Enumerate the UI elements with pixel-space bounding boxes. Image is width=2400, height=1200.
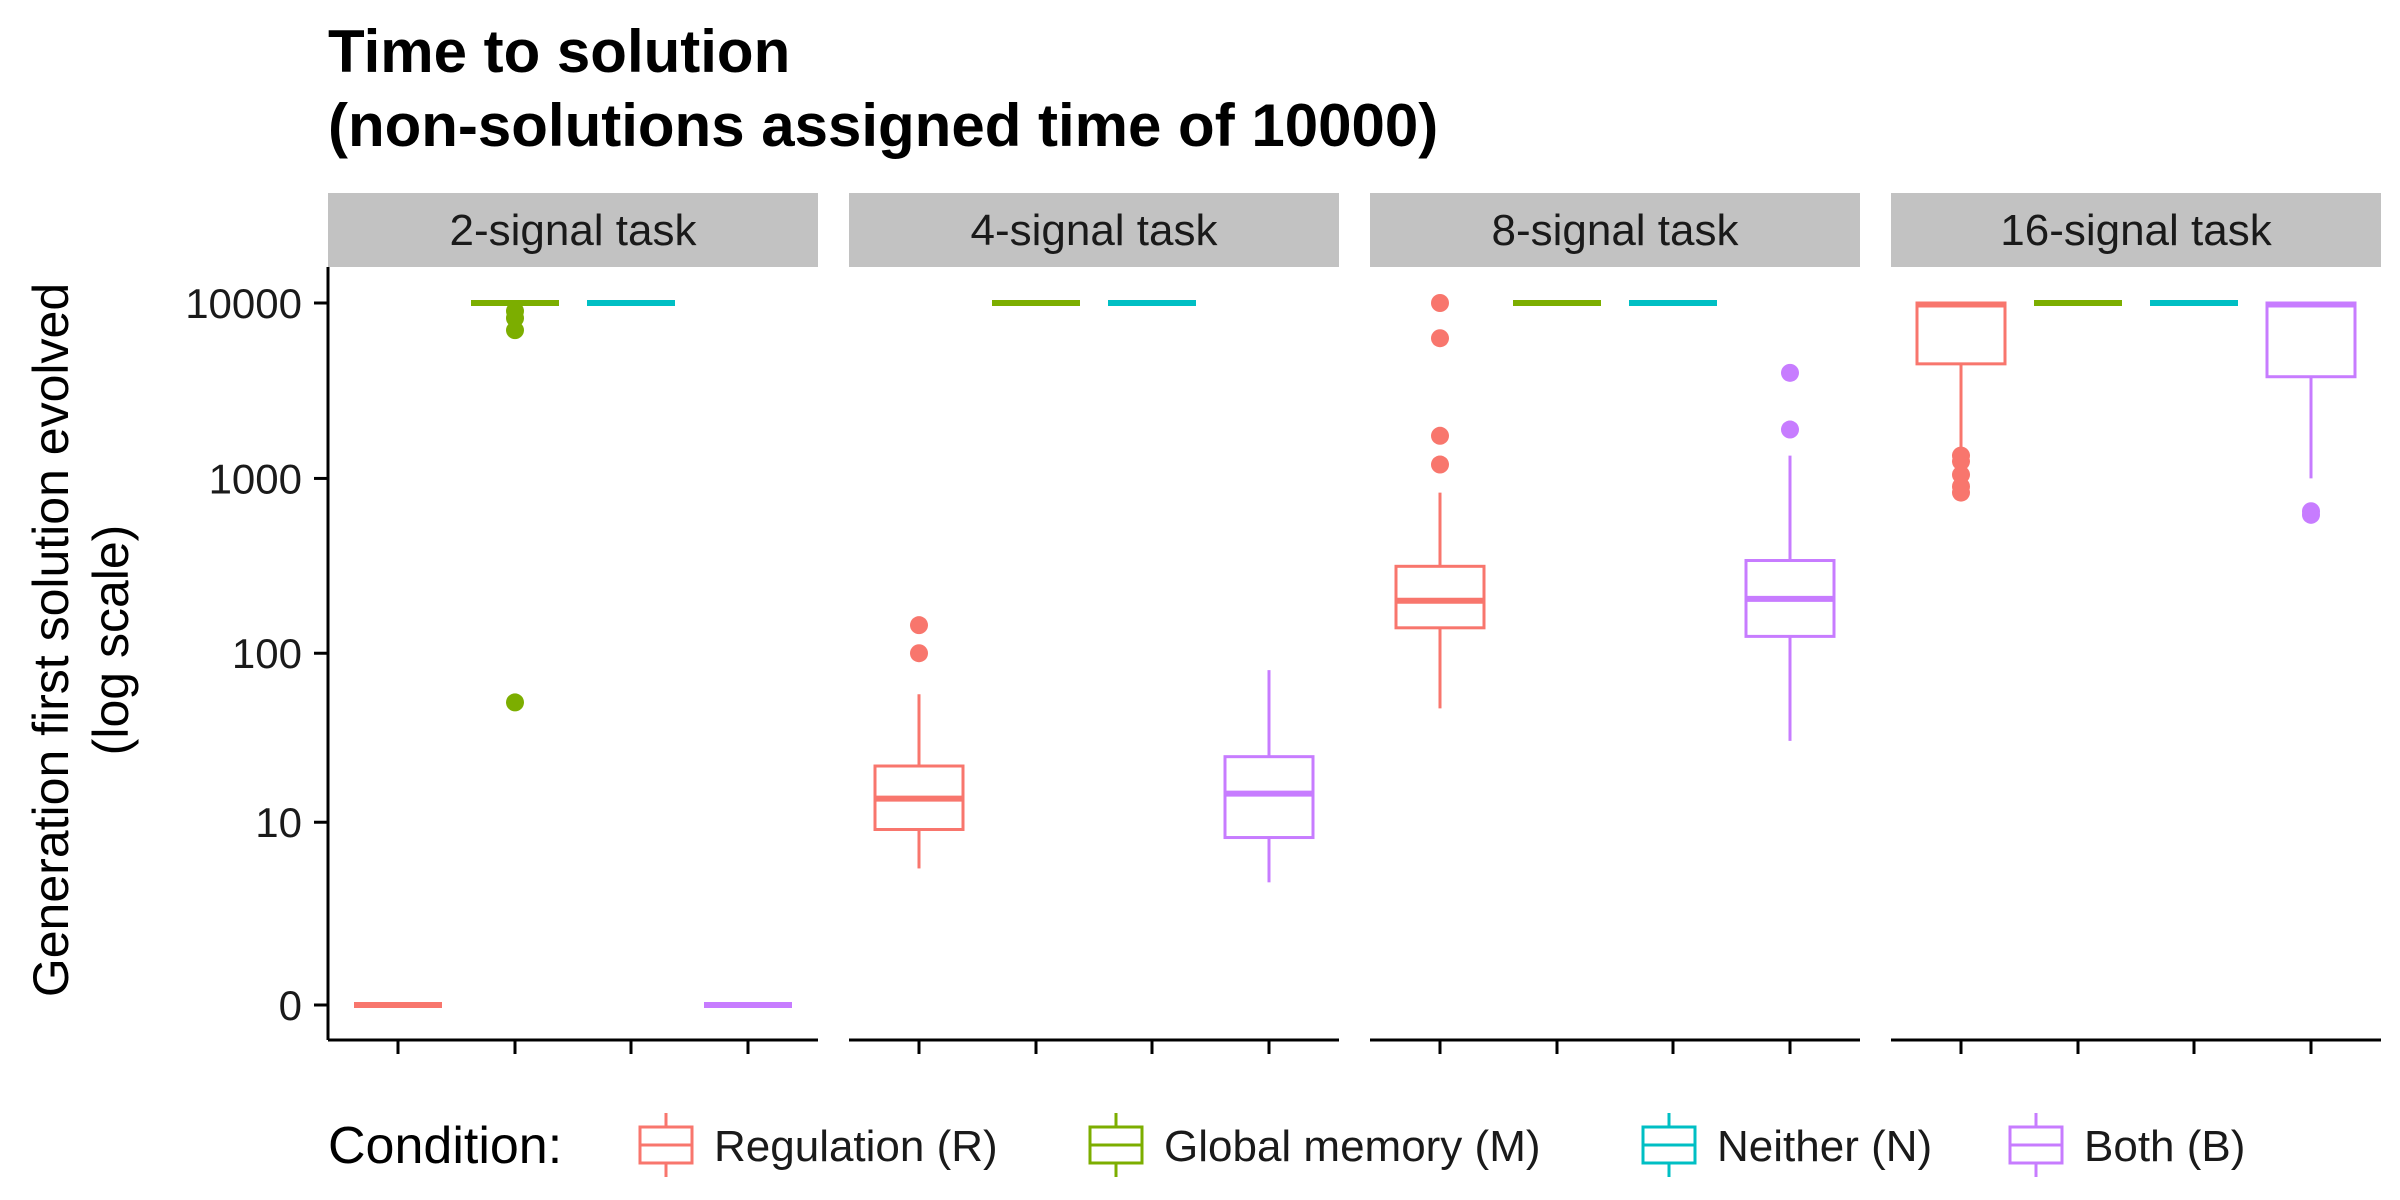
legend: Condition: Regulation (R) Global memory (… [328,1113,2245,1177]
facet-panel: 16-signal task [1891,193,2381,1054]
box-B [2265,301,2357,524]
outlier-point [910,644,928,663]
outlier-point [910,616,928,635]
box-R [1394,294,1486,709]
box-R [1915,301,2007,502]
chart-title-line1: Time to solution [328,18,790,85]
legend-item-R: Regulation (R) [638,1113,998,1177]
outlier-point [1781,363,1799,382]
box-B [1744,363,1836,741]
y-tick-label: 1000 [209,455,302,502]
legend-key [2008,1113,2064,1177]
box-iqr [1915,301,2007,366]
chart-title-line2: (non-solutions assigned time of 10000) [328,92,1438,159]
box-iqr [1394,564,1486,630]
outlier-point [1952,446,1970,465]
facet-strip-label: 4-signal task [970,206,1218,255]
y-tick-label: 100 [232,630,302,677]
outlier-point [1431,426,1449,445]
legend-label: Global memory (M) [1164,1122,1541,1171]
y-axis: 0 10 100 1000 10000 [185,267,330,1040]
outlier-point [1431,294,1449,312]
legend-key [638,1113,694,1177]
facet-strip [1891,193,2381,267]
y-tick-label: 10 [255,799,302,846]
outlier-point [1431,455,1449,474]
box-B [1223,670,1315,883]
box-M [471,300,559,712]
legend-label: Regulation (R) [714,1122,998,1171]
y-axis-label: Generation first solution evolved (log s… [23,283,139,997]
legend-title: Condition: [328,1117,562,1175]
legend-key [1641,1113,1697,1177]
legend-item-B: Both (B) [2008,1113,2245,1177]
outlier-point [2302,502,2320,521]
facet-panel: 2-signal task [328,193,818,1054]
legend-label: Neither (N) [1717,1122,1932,1171]
facet-panel: 8-signal task [1370,193,1860,1054]
box-R [873,616,965,869]
y-tick-label: 10000 [185,280,302,327]
facet-panels: 2-signal task 4-signal task 8-signal task 1… [328,193,2381,1054]
facet-panel: 4-signal task [849,193,1339,1054]
box-iqr [1223,755,1315,840]
facet-strip [1370,193,1860,267]
box-iqr [2265,301,2357,379]
facet-strip-label: 8-signal task [1491,206,1739,255]
y-axis-label-line1: Generation first solution evolved [23,283,79,997]
legend-item-N: Neither (N) [1641,1113,1932,1177]
legend-key [1088,1113,1144,1177]
facet-strip [849,193,1339,267]
y-tick-label: 0 [279,982,302,1029]
outlier-point [1431,329,1449,348]
legend-label: Both (B) [2084,1122,2245,1171]
outlier-point [506,693,524,712]
outlier-point [506,321,524,340]
y-axis-label-line2: (log scale) [83,525,139,756]
outlier-point [1952,465,1970,484]
outlier-point [1781,420,1799,439]
facet-strip-label: 16-signal task [2000,206,2272,255]
facet-strip-label: 2-signal task [449,206,697,255]
facet-strip [328,193,818,267]
legend-item-M: Global memory (M) [1088,1113,1541,1177]
